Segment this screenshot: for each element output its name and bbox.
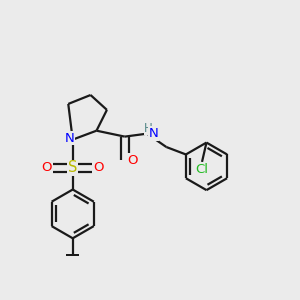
Text: Cl: Cl (196, 163, 208, 176)
Text: H: H (144, 122, 153, 135)
Text: O: O (42, 161, 52, 174)
Text: N: N (65, 132, 75, 145)
Text: O: O (93, 161, 104, 174)
Text: N: N (149, 127, 158, 140)
Text: S: S (68, 160, 77, 175)
Text: O: O (127, 154, 137, 167)
